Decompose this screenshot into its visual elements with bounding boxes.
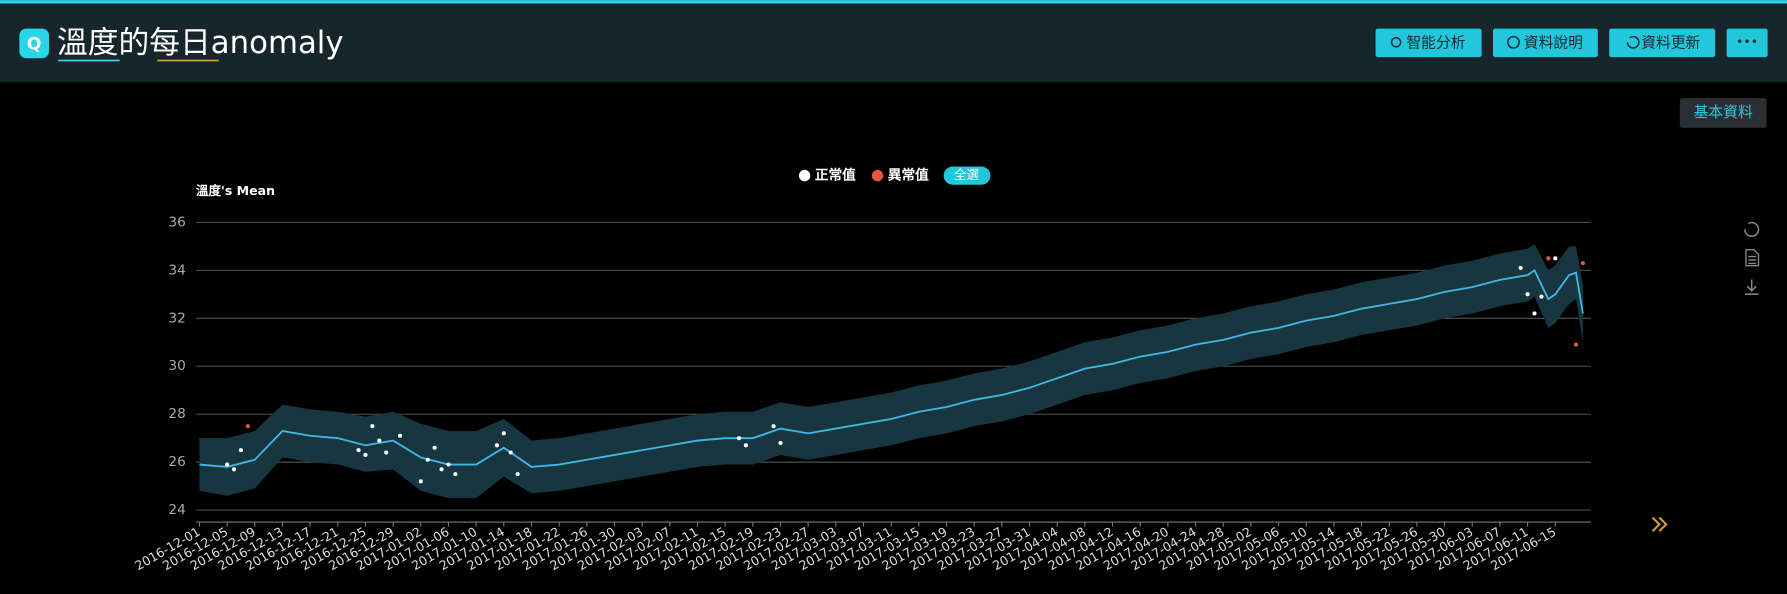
y-tick-label: 26 (168, 454, 185, 470)
data-point (370, 424, 375, 429)
logo-letter: Q (27, 35, 42, 55)
legend-marker (798, 169, 811, 182)
data-point (771, 424, 776, 429)
logo-icon (19, 28, 50, 59)
data-point (231, 467, 237, 472)
legend-label[interactable]: 正常值 (815, 167, 856, 184)
data-point (1532, 311, 1537, 316)
data-point (453, 472, 458, 477)
toolbar: 智能分析 資料說明 資料更新 ••• (1375, 28, 1768, 58)
page-title: 溫度的每日anomaly (57, 25, 344, 61)
data-point (743, 443, 748, 448)
data-view-icon[interactable] (1745, 249, 1760, 267)
data-point (1573, 342, 1579, 347)
button-label[interactable]: 資料更新 (1641, 34, 1700, 51)
data-point (245, 424, 250, 429)
select-all[interactable] (943, 166, 991, 185)
legend-label[interactable]: 異常值 (888, 167, 929, 184)
next-icon[interactable] (1651, 516, 1668, 532)
data-point (425, 457, 430, 462)
y-tick-label: 24 (168, 502, 185, 518)
data-point (1546, 256, 1551, 261)
data-point (736, 436, 742, 441)
button[interactable] (1609, 28, 1716, 58)
y-tick-label: 34 (168, 262, 185, 278)
data-point (238, 448, 243, 453)
button-label[interactable]: 資料說明 (1524, 34, 1583, 51)
data-point (1580, 261, 1585, 266)
side-icons (1651, 221, 1760, 532)
button-icon (1507, 35, 1520, 49)
y-tick-label: 30 (168, 358, 185, 374)
button-label[interactable]: 智能分析 (1406, 33, 1465, 51)
button[interactable] (1492, 28, 1598, 58)
select-all-label[interactable]: 全選 (954, 167, 980, 182)
data-point (356, 448, 361, 453)
button-label[interactable]: ••• (1736, 34, 1758, 49)
data-point (1553, 256, 1558, 261)
side-button-label[interactable]: 基本資料 (1694, 104, 1753, 121)
data-point (397, 433, 403, 438)
header-bar (0, 0, 1787, 83)
button[interactable] (1375, 28, 1482, 58)
reset-icon[interactable] (1744, 221, 1760, 237)
data-point (1518, 265, 1523, 270)
data-point (501, 431, 506, 436)
data-point (508, 450, 513, 455)
data-point (515, 472, 520, 477)
y-tick-label: 32 (168, 310, 185, 326)
data-point (439, 467, 444, 472)
data-point (1539, 294, 1544, 299)
legend-marker (871, 169, 884, 182)
plot: 242628303234362016-12-012016-12-052016-1… (132, 167, 1591, 573)
y-tick-label: 36 (168, 214, 185, 230)
data-point (494, 443, 499, 448)
side-button[interactable] (1679, 98, 1767, 128)
y-tick-label: 28 (168, 406, 185, 422)
data-point (432, 445, 437, 450)
button[interactable] (1726, 28, 1768, 58)
y-axis-label: 溫度's Mean (196, 183, 275, 198)
data-point (363, 452, 368, 457)
data-point (778, 440, 783, 446)
data-point (377, 438, 382, 443)
confidence-band (199, 243, 1583, 499)
top-accent (0, 0, 1787, 4)
button-icon (1626, 35, 1640, 49)
download-icon[interactable] (1744, 279, 1759, 295)
data-point (384, 450, 389, 455)
data-point (418, 479, 423, 484)
button-icon (1390, 36, 1402, 48)
data-point (446, 462, 451, 467)
data-point (225, 462, 230, 467)
data-point (1525, 292, 1530, 297)
